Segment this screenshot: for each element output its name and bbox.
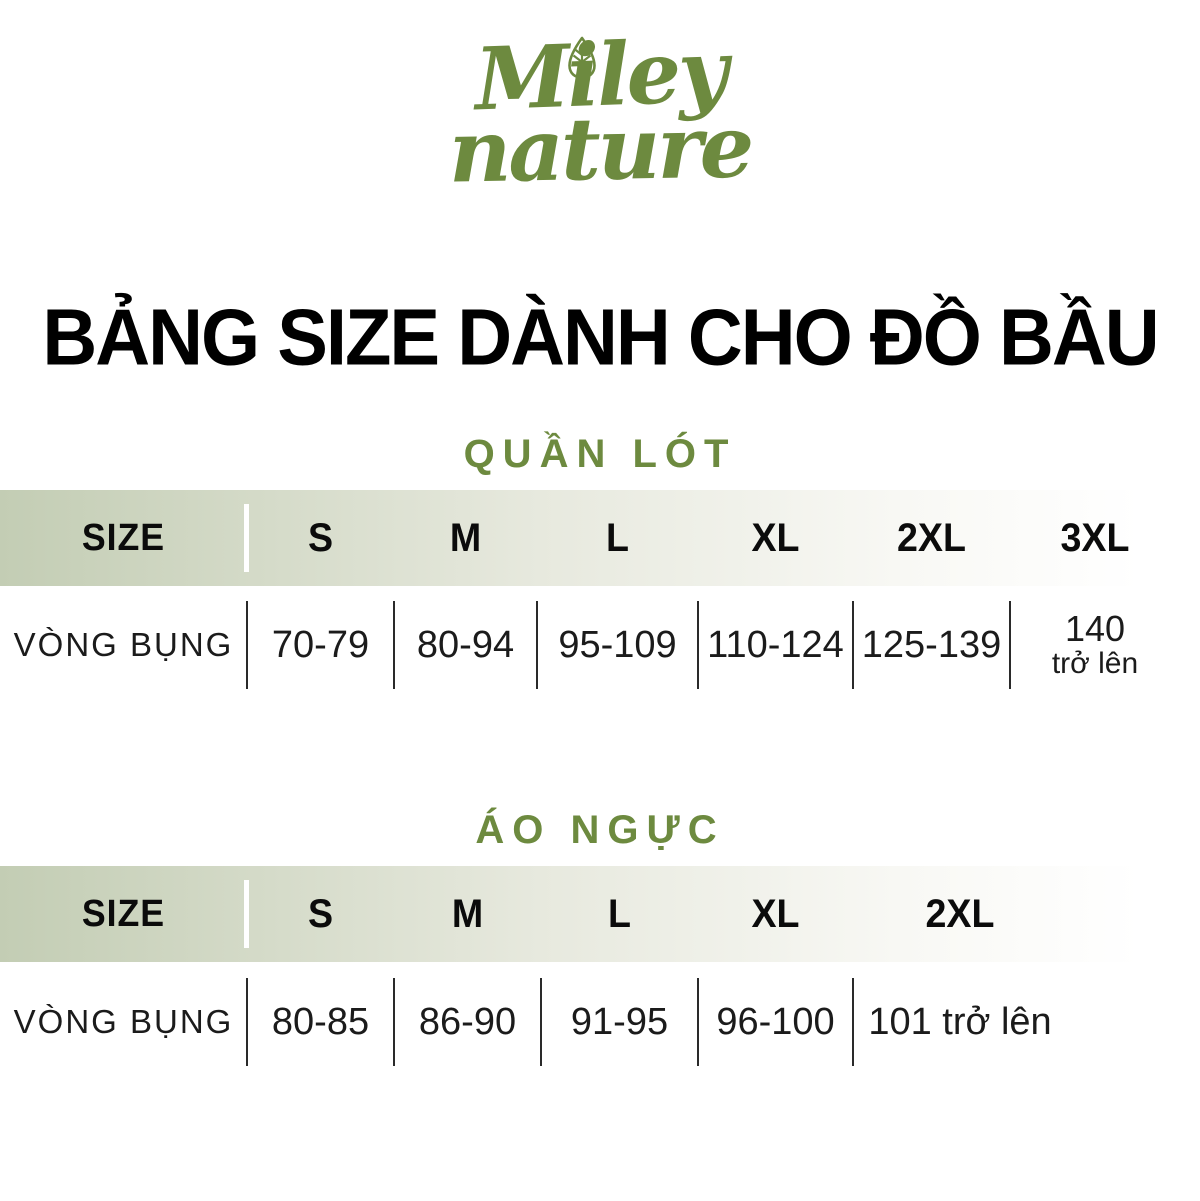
table2-header-xl: XL	[751, 891, 800, 936]
table2-value-m: 86-90	[394, 962, 541, 1082]
table1-header-size: SIZE	[81, 516, 166, 559]
table2-value-l: 91-95	[541, 962, 698, 1082]
table1-header-m: M	[449, 515, 482, 560]
table2-value-s: 80-85	[247, 962, 394, 1082]
leaf-icon	[568, 36, 596, 79]
table2-header-l: L	[608, 891, 631, 936]
table1-value-3xl: 140 trở lên	[1010, 586, 1180, 704]
table1-data-row: VÒNG BỤNG 70-79 80-94 95-109 110-124 125…	[0, 586, 1200, 704]
table1-header-l: L	[606, 515, 629, 560]
table1-value-s: 70-79	[247, 586, 394, 704]
table1-header-xl: XL	[751, 515, 800, 560]
table1-value-m: 80-94	[394, 586, 537, 704]
table1-value-l: 95-109	[537, 586, 698, 704]
table2-row-label: VÒNG BỤNG	[13, 1003, 234, 1040]
brand-logo: Miley nature	[0, 0, 1200, 240]
section-heading-bra: ÁO NGỰC	[475, 808, 725, 852]
table1-value-xl: 110-124	[698, 586, 853, 704]
table1-header-2xl: 2XL	[897, 515, 966, 560]
table1-value-3xl-suffix: trở lên	[1051, 647, 1139, 681]
table1-value-2xl: 125-139	[853, 586, 1010, 704]
table1-value-3xl-number: 140	[1064, 608, 1126, 650]
table2-data-row: VÒNG BỤNG 80-85 86-90 91-95 96-100 101 t…	[0, 962, 1200, 1082]
table2-header-2xl: 2XL	[925, 891, 995, 936]
header-divider	[244, 504, 249, 572]
table1-header-3xl: 3XL	[1060, 515, 1130, 560]
header-divider	[244, 880, 249, 948]
table2-value-xl: 96-100	[698, 962, 853, 1082]
table2-value-2xl: 101 trở lên	[853, 962, 1067, 1082]
page-title: BẢNG SIZE DÀNH CHO ĐỒ BẦU	[42, 292, 1159, 383]
table1-header-row: SIZE S M L XL 2XL 3XL	[0, 490, 1200, 586]
table1-row-label: VÒNG BỤNG	[13, 626, 234, 663]
table2-header-m: M	[451, 891, 484, 936]
table2-header-row: SIZE S M L XL 2XL	[0, 866, 1200, 962]
table1-header-s: S	[307, 515, 334, 560]
table2-header-s: S	[307, 891, 334, 936]
table2-header-size: SIZE	[81, 892, 166, 935]
section-heading-underwear: QUẦN LÓT	[463, 432, 737, 476]
